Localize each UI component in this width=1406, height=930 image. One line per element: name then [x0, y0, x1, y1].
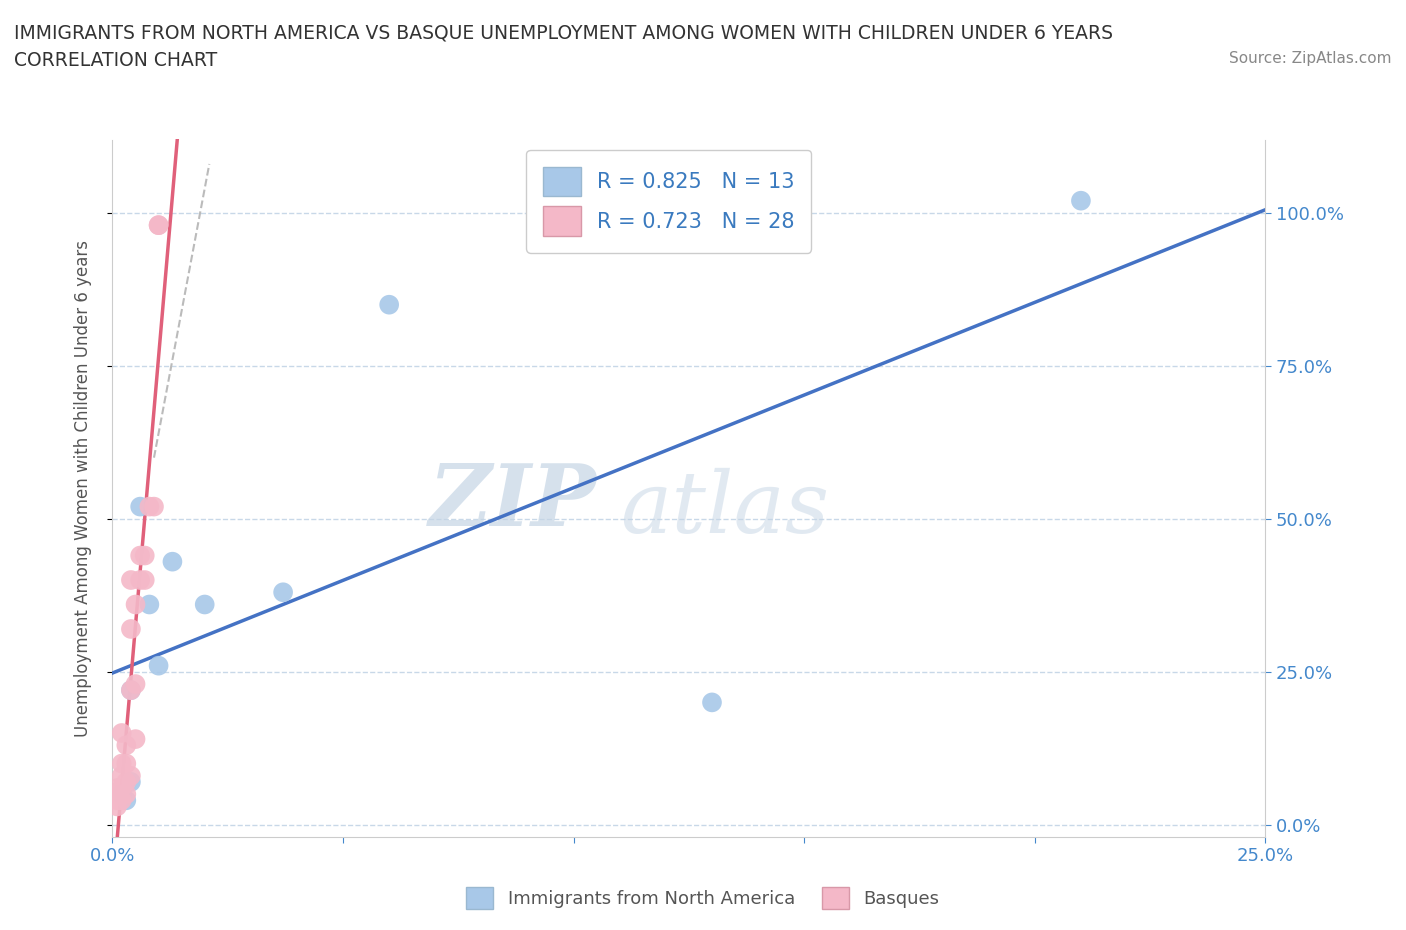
- Text: Source: ZipAtlas.com: Source: ZipAtlas.com: [1229, 51, 1392, 66]
- Point: [124, 732, 146, 747]
- Text: atlas: atlas: [620, 468, 830, 551]
- Point: [111, 756, 134, 771]
- Text: CORRELATION CHART: CORRELATION CHART: [14, 51, 218, 70]
- Point: [162, 554, 184, 569]
- Point: [105, 793, 128, 808]
- Point: [115, 756, 138, 771]
- Point: [138, 499, 160, 514]
- Point: [111, 793, 134, 808]
- Point: [148, 658, 170, 673]
- Point: [120, 768, 142, 783]
- Text: IMMIGRANTS FROM NORTH AMERICA VS BASQUE UNEMPLOYMENT AMONG WOMEN WITH CHILDREN U: IMMIGRANTS FROM NORTH AMERICA VS BASQUE …: [14, 23, 1114, 42]
- Point: [129, 499, 152, 514]
- Point: [115, 787, 138, 802]
- Point: [120, 683, 142, 698]
- Point: [105, 799, 128, 814]
- Point: [111, 768, 134, 783]
- Point: [124, 597, 146, 612]
- Point: [129, 573, 152, 588]
- Point: [271, 585, 294, 600]
- Point: [194, 597, 217, 612]
- Point: [115, 737, 138, 752]
- Point: [129, 548, 152, 563]
- Point: [134, 548, 156, 563]
- Point: [105, 787, 128, 802]
- Point: [138, 597, 160, 612]
- Point: [111, 787, 134, 802]
- Point: [111, 725, 134, 740]
- Point: [120, 573, 142, 588]
- Point: [120, 775, 142, 790]
- Point: [105, 780, 128, 795]
- Point: [120, 621, 142, 636]
- Point: [700, 695, 723, 710]
- Point: [148, 218, 170, 232]
- Point: [143, 499, 166, 514]
- Point: [115, 775, 138, 790]
- Point: [148, 218, 170, 232]
- Point: [115, 793, 138, 808]
- Legend: Immigrants from North America, Basques: Immigrants from North America, Basques: [460, 880, 946, 916]
- Point: [124, 677, 146, 692]
- Text: ZIP: ZIP: [429, 460, 596, 544]
- Point: [134, 573, 156, 588]
- Point: [111, 780, 134, 795]
- Point: [378, 298, 401, 312]
- Point: [1070, 193, 1092, 208]
- Legend: R = 0.825   N = 13, R = 0.723   N = 28: R = 0.825 N = 13, R = 0.723 N = 28: [526, 150, 811, 253]
- Y-axis label: Unemployment Among Women with Children Under 6 years: Unemployment Among Women with Children U…: [73, 240, 91, 737]
- Point: [120, 683, 142, 698]
